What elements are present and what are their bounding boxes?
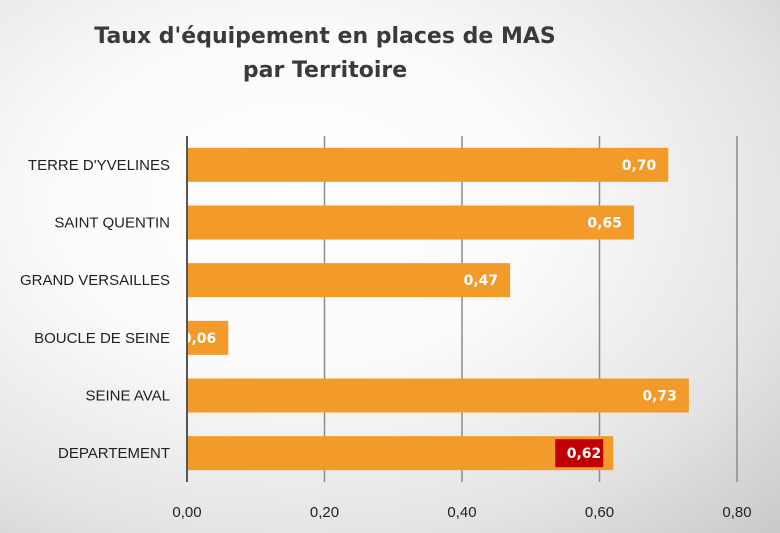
data-label-3: 0,06 — [182, 331, 217, 347]
category-label-3: BOUCLE DE SEINE — [34, 330, 170, 347]
category-label-1: SAINT QUENTIN — [54, 215, 170, 232]
bar-5 — [187, 436, 614, 471]
data-label-highlight — [555, 439, 604, 468]
x-tick-label-0: 0,00 — [172, 504, 201, 521]
data-label-5: 0,62 — [567, 446, 602, 462]
x-tick-label-4: 0,80 — [722, 504, 751, 521]
bar-2 — [187, 263, 511, 298]
data-label-4: 0,73 — [642, 389, 677, 405]
x-tick-label-2: 0,40 — [447, 504, 476, 521]
data-label-2: 0,47 — [464, 273, 499, 289]
data-label-1: 0,65 — [587, 216, 622, 232]
bar-4 — [187, 378, 689, 413]
x-tick-label-3: 0,60 — [585, 504, 614, 521]
chart-title-line-2: par Territoire — [242, 58, 408, 83]
chart-title-line-1: Taux d'équipement en places de MAS — [94, 24, 556, 49]
chart-title: Taux d'équipement en places de MAS par T… — [60, 20, 590, 88]
bar-1 — [187, 205, 634, 240]
category-label-4: SEINE AVAL — [86, 388, 171, 405]
x-tick-label-1: 0,20 — [310, 504, 339, 521]
category-label-2: GRAND VERSAILLES — [20, 272, 170, 289]
category-label-5: DEPARTEMENT — [58, 445, 170, 462]
category-label-0: TERRE D'YVELINES — [28, 157, 170, 174]
bar-3 — [187, 320, 229, 355]
bar-0 — [187, 147, 669, 182]
data-label-0: 0,70 — [622, 158, 657, 174]
